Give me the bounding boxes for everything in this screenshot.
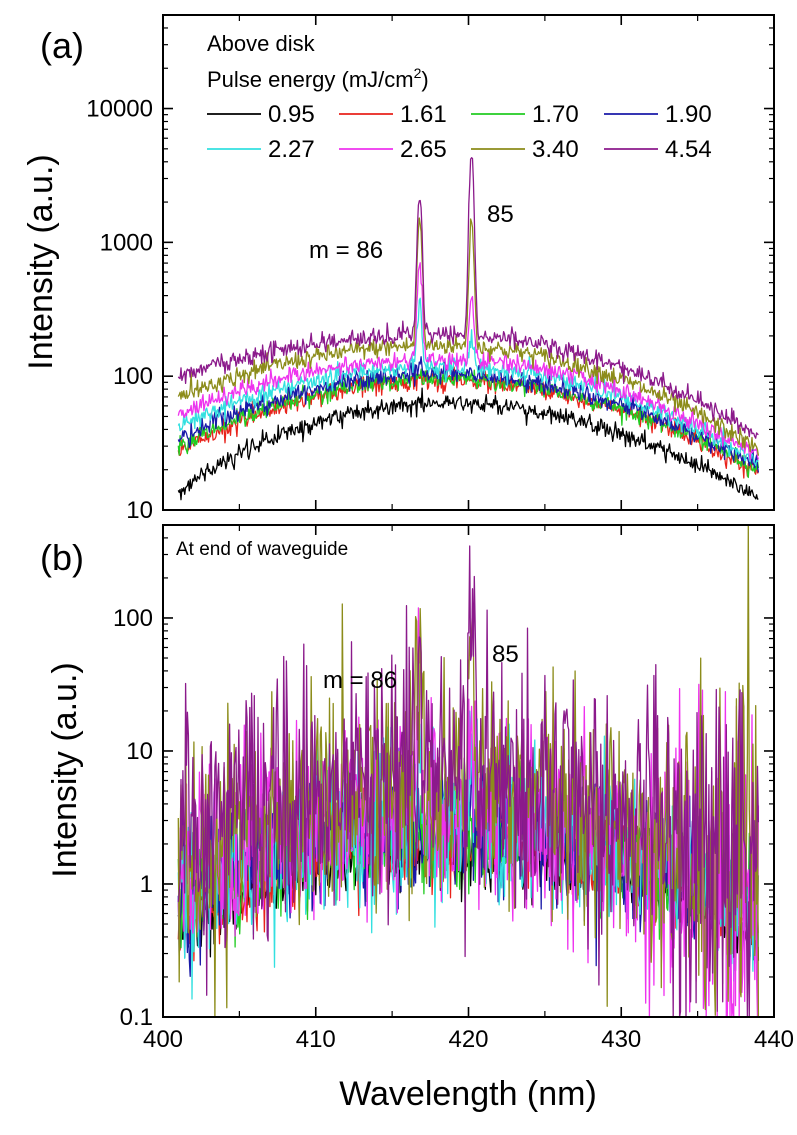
legend-label-4.54: 4.54 — [665, 136, 712, 163]
x-tick-label: 440 — [754, 1026, 794, 1053]
panel-b-ylabel: Intensity (a.u.) — [46, 662, 84, 877]
y-tick-label: 0.1 — [120, 1004, 153, 1031]
series-line-1.90 — [177, 356, 760, 473]
series-line-2.27 — [177, 297, 759, 467]
legend-label-0.95: 0.95 — [268, 101, 315, 128]
panel-a-label: (a) — [40, 25, 84, 66]
panel-a-axis-ticks: 10 100 1000 10000 — [86, 15, 775, 524]
panel-a-peak-label-85: 85 — [487, 201, 514, 228]
x-tick-label: 420 — [448, 1026, 488, 1053]
legend-label-1.70: 1.70 — [532, 101, 579, 128]
panel-b-peak-label-85: 85 — [492, 641, 519, 668]
y-tick-label: 10000 — [86, 96, 153, 123]
y-tick-label: 10 — [126, 497, 153, 524]
panel-b-axis-ticks: 400 410 420 430 440 0.1 1 10 100 — [113, 525, 794, 1053]
series-line-2.65 — [177, 262, 760, 461]
legend-title-sup: 2 — [414, 65, 422, 81]
panel-a: (a) 10 100 1000 10000 Above disk Pulse ener… — [22, 14, 775, 524]
legend-label-1.61: 1.61 — [400, 101, 447, 128]
series-line-0.95 — [177, 387, 759, 501]
legend-label-2.27: 2.27 — [268, 136, 315, 163]
y-tick-label: 1 — [140, 871, 153, 898]
panel-a-peak-label-86: m = 86 — [309, 237, 383, 264]
y-tick-label: 100 — [113, 363, 153, 390]
x-tick-label: 430 — [601, 1026, 641, 1053]
legend-label-1.90: 1.90 — [665, 101, 712, 128]
y-tick-label: 10 — [126, 738, 153, 765]
y-tick-label: 100 — [113, 605, 153, 632]
legend-label-2.65: 2.65 — [400, 136, 447, 163]
x-tick-label: 400 — [143, 1026, 183, 1053]
series-line-1.70 — [177, 366, 760, 479]
series-line-4.54 — [177, 545, 760, 1018]
legend-title-end: ) — [421, 67, 428, 92]
panel-b: (b) 400 410 420 430 440 0.1 1 10 100 At end of w… — [40, 524, 794, 1053]
panel-a-legend: 0.95 1.61 1.70 1.90 2.27 2.65 3.40 4.54 — [207, 101, 712, 163]
series-line-3.40 — [177, 217, 760, 456]
panel-a-series — [177, 157, 760, 501]
panel-b-series — [177, 524, 760, 1018]
panel-b-title: At end of waveguide — [176, 539, 348, 560]
x-tick-label: 410 — [296, 1026, 336, 1053]
panel-a-ylabel: Intensity (a.u.) — [22, 154, 60, 369]
panel-a-legend-title: Pulse energy (mJ/cm2) — [207, 65, 429, 92]
panel-b-label: (b) — [40, 537, 84, 578]
x-axis-title: Wavelength (nm) — [339, 1075, 597, 1113]
panel-b-peak-label-86: m = 86 — [323, 667, 397, 694]
y-tick-label: 1000 — [100, 229, 153, 256]
panel-a-title: Above disk — [207, 31, 316, 56]
legend-title-main: Pulse energy (mJ/cm — [207, 67, 414, 92]
legend-label-3.40: 3.40 — [532, 136, 579, 163]
series-line-4.54 — [177, 157, 759, 439]
